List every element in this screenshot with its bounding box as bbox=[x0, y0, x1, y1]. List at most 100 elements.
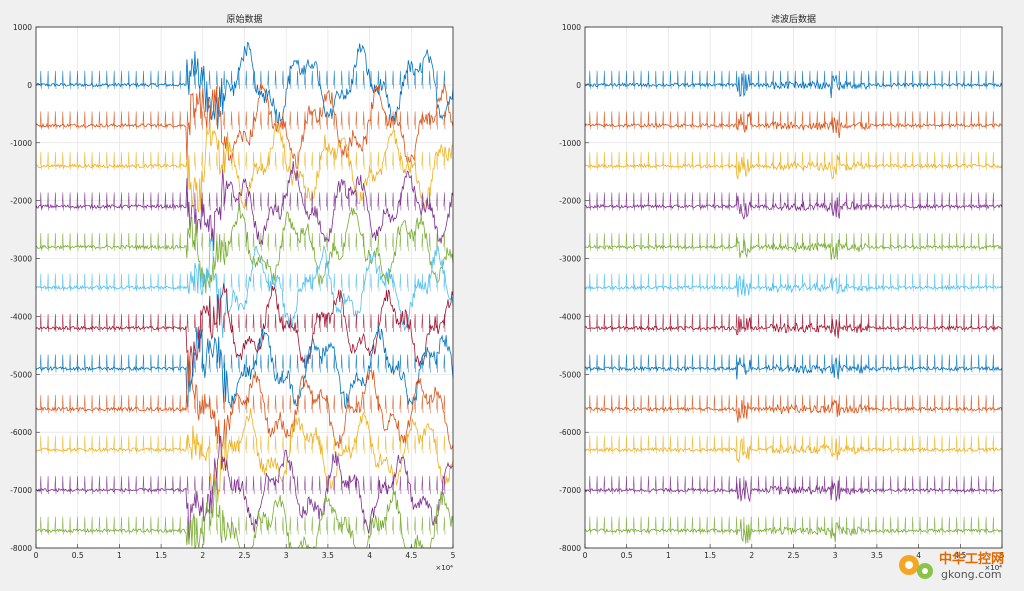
series-line-11 bbox=[35, 435, 453, 545]
series-line-5 bbox=[584, 236, 1002, 260]
series-spikes-12 bbox=[39, 516, 446, 535]
series-line-4 bbox=[35, 161, 454, 251]
series-line-7 bbox=[584, 316, 1003, 339]
x-tick-label: 2 bbox=[749, 551, 754, 560]
x-tick-label: 4 bbox=[916, 551, 921, 560]
series-spikes-6 bbox=[39, 273, 446, 292]
series-spikes-10 bbox=[39, 435, 446, 454]
y-tick-label: -1000 bbox=[559, 139, 581, 148]
series-spikes-3 bbox=[39, 151, 446, 170]
series-line-2 bbox=[584, 112, 1003, 139]
y-tick-label: -4000 bbox=[559, 312, 581, 321]
y-tick-label: -5000 bbox=[10, 370, 32, 379]
series-line-5 bbox=[35, 203, 454, 294]
series-line-10 bbox=[584, 437, 1003, 463]
series-spikes-10 bbox=[588, 435, 995, 454]
y-tick-label: -3000 bbox=[10, 255, 32, 264]
x-tick-label: 1 bbox=[666, 551, 671, 560]
x-tick-label: 2.5 bbox=[788, 551, 800, 560]
y-tick-label: -3000 bbox=[559, 255, 581, 264]
y-tick-label: -6000 bbox=[559, 428, 581, 437]
series-spikes-2 bbox=[588, 111, 995, 130]
series-spikes-11 bbox=[39, 476, 446, 495]
series-spikes-5 bbox=[39, 232, 446, 252]
x-tick-label: 0 bbox=[34, 551, 39, 560]
x-tick-label: 3 bbox=[833, 551, 838, 560]
watermark-brand: 中华工控网 bbox=[939, 551, 1004, 567]
y-tick-label: -2000 bbox=[10, 197, 32, 206]
x-tick-label: 2.5 bbox=[239, 551, 251, 560]
series-line-11 bbox=[584, 478, 1003, 503]
x-tick-label: 1 bbox=[117, 551, 122, 560]
x-tick-label: 2 bbox=[200, 551, 205, 560]
series-spikes-9 bbox=[39, 395, 446, 414]
y-tick-label: -8000 bbox=[10, 544, 32, 553]
y-tick-label: 0 bbox=[576, 81, 581, 90]
series-line-12 bbox=[584, 519, 1003, 544]
series-line-3 bbox=[584, 154, 1003, 180]
watermark: 中华工控网 gkong.com bbox=[899, 551, 1004, 581]
y-tick-label: -1000 bbox=[10, 139, 32, 148]
series-spikes-5 bbox=[588, 232, 995, 252]
series-spikes-2 bbox=[39, 111, 446, 130]
x-tick-label: 3.5 bbox=[871, 551, 883, 560]
x-tick-label: 0.5 bbox=[72, 551, 84, 560]
series-line-10 bbox=[35, 408, 454, 503]
x-exponent-label: ×10⁴ bbox=[435, 564, 453, 572]
series-line-8 bbox=[35, 325, 454, 409]
series-line-8 bbox=[584, 357, 1003, 380]
series-spikes-4 bbox=[39, 192, 446, 211]
x-tick-label: 5 bbox=[451, 551, 456, 560]
y-tick-label: -2000 bbox=[559, 197, 581, 206]
series-line-6 bbox=[35, 238, 454, 339]
y-tick-label: -5000 bbox=[559, 370, 581, 379]
series-line-9 bbox=[35, 350, 454, 450]
x-tick-label: 0 bbox=[583, 551, 588, 560]
x-tick-label: 1.5 bbox=[704, 551, 716, 560]
chart-title: 滤波后数据 bbox=[771, 13, 816, 25]
series-spikes-3 bbox=[588, 151, 995, 170]
series-spikes-8 bbox=[39, 354, 446, 373]
x-tick-label: 5 bbox=[1000, 551, 1005, 560]
y-tick-label: 1000 bbox=[13, 23, 32, 32]
series-spikes-7 bbox=[588, 313, 995, 333]
series-spikes-12 bbox=[588, 516, 995, 535]
series-line-7 bbox=[35, 283, 454, 377]
series-line-1 bbox=[584, 73, 1003, 99]
x-tick-label: 3 bbox=[284, 551, 289, 560]
x-tick-label: 0.5 bbox=[621, 551, 633, 560]
axes-panel-1: 0 0.5 1 1.5 2 2.5 3 3.5 4 4.5 5 1000 0 -1000 -2000 -300… bbox=[10, 13, 455, 572]
x-tick-label: 4.5 bbox=[954, 551, 966, 560]
series-spikes-4 bbox=[588, 192, 995, 211]
y-tick-label: 1000 bbox=[562, 23, 581, 32]
y-tick-label: -7000 bbox=[10, 486, 32, 495]
series-spikes-1 bbox=[588, 70, 995, 89]
y-tick-label: -8000 bbox=[559, 544, 581, 553]
axes-panel-2: 0 0.5 1 1.5 2 2.5 3 3.5 4 4.5 5 1000 0 -1000 -2000 -300… bbox=[559, 13, 1004, 572]
watermark-url: gkong.com bbox=[941, 568, 1002, 581]
x-tick-label: 4.5 bbox=[405, 551, 417, 560]
series-spikes-8 bbox=[588, 354, 995, 373]
y-tick-label: -4000 bbox=[10, 312, 32, 321]
x-tick-label: 4 bbox=[367, 551, 372, 560]
chart-title: 原始数据 bbox=[226, 13, 262, 25]
x-tick-label: 1.5 bbox=[155, 551, 167, 560]
series-spikes-11 bbox=[588, 476, 995, 495]
y-tick-label: -7000 bbox=[559, 486, 581, 495]
series-line-1 bbox=[35, 41, 454, 129]
series-line-9 bbox=[584, 399, 1003, 423]
series-line-4 bbox=[584, 195, 1003, 221]
x-exponent-label: ×10⁴ bbox=[984, 564, 1002, 572]
y-tick-label: 0 bbox=[27, 81, 32, 90]
x-tick-label: 3.5 bbox=[322, 551, 334, 560]
series-spikes-6 bbox=[588, 273, 995, 292]
series-spikes-9 bbox=[588, 395, 995, 414]
series-spikes-1 bbox=[39, 70, 446, 89]
series-line-6 bbox=[584, 275, 1003, 298]
y-tick-label: -6000 bbox=[10, 428, 32, 437]
series-spikes-7 bbox=[39, 313, 446, 333]
gear-icon bbox=[899, 555, 933, 579]
series-line-2 bbox=[35, 82, 454, 170]
